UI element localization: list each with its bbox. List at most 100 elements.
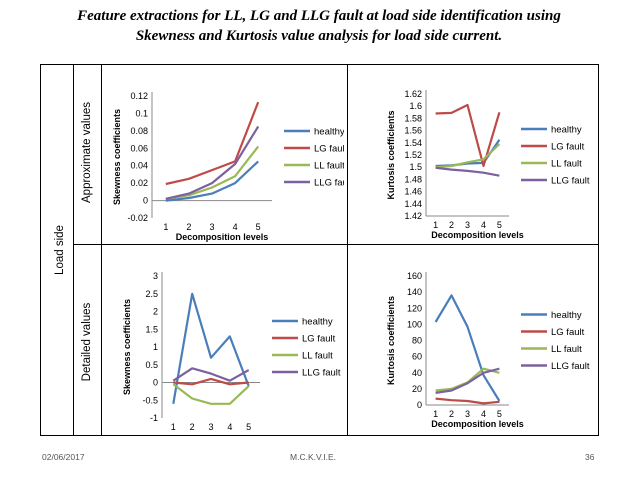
chart-detailed-kurtosis: 0 20 40 60 80 100 120 140 160 1 2 3 4 5 Decomposition … (351, 250, 595, 430)
x-tick-label: 1 (163, 222, 168, 232)
legend-label-llg-fault: LLG fault (551, 176, 590, 187)
x-tick-label: 1 (433, 220, 438, 230)
x-tick-label: 4 (481, 409, 486, 419)
y-tick-label: 80 (412, 336, 422, 346)
y-tick-label: 0.04 (130, 161, 148, 171)
row-label-detailed: Detailed values (81, 302, 93, 382)
y-tick-label: 1.48 (404, 174, 422, 184)
legend-label-llg-fault: LLG fault (314, 178, 344, 189)
legend-label-lg-fault: LG fault (302, 334, 336, 345)
y-tick-label: 140 (407, 287, 422, 297)
legend-label-healthy: healthy (551, 125, 582, 136)
y-tick-label: 160 (407, 271, 422, 281)
y-axis-title: Skewness coefficients (122, 299, 132, 395)
title-line-1: Feature extractions for LL, LG and LLG f… (77, 8, 561, 24)
footer-date: 02/06/2017 (42, 452, 85, 462)
y-tick-label: 100 (407, 319, 422, 329)
series-line-ll-fault (165, 145, 260, 200)
y-tick-label: 1.6 (409, 101, 422, 111)
divider-center (347, 64, 348, 436)
y-tick-label: 1.62 (404, 89, 422, 99)
legend-label-ll-fault: LL fault (314, 161, 344, 172)
x-tick-label: 5 (497, 409, 502, 419)
y-tick-label: 0.5 (145, 360, 158, 370)
series-line-healthy (165, 160, 259, 202)
y-tick-label: 0.12 (130, 91, 148, 101)
y-tick-label: 1.44 (404, 199, 422, 209)
chart-approx-kurtosis: 1.42 1.44 1.46 1.48 1.5 1.52 1.54 1.56 1.58 1.6 1.… (351, 68, 595, 242)
chart-approx-skewness: -0.02 0 0.02 0.04 0.06 0.08 0.1 0.12 1 2 3 4 5 Decomp… (104, 68, 344, 242)
series-line-llg-fault (165, 125, 260, 200)
x-tick-label: 5 (497, 220, 502, 230)
x-tick-label: 1 (171, 422, 176, 430)
y-tick-label: 1.56 (404, 126, 422, 136)
y-tick-label: 0.1 (135, 108, 148, 118)
title-line-2: Skewness and Kurtosis value analysis for… (135, 28, 503, 44)
y-axis-title: Kurtosis coefficients (386, 110, 396, 199)
y-tick-label: -1 (150, 413, 158, 423)
side-label: Load side (54, 225, 66, 275)
x-tick-label: 2 (449, 220, 454, 230)
y-tick-label: 120 (407, 303, 422, 313)
x-tick-label: 1 (433, 409, 438, 419)
series-line-ll-fault (172, 383, 250, 405)
chart-svg: 1.42 1.44 1.46 1.48 1.5 1.52 1.54 1.56 1.58 1.6 1.… (386, 89, 590, 240)
x-axis-title: Decomposition levels (176, 232, 269, 242)
y-tick-label: 0.02 (130, 178, 148, 188)
y-tick-label: 0 (153, 378, 158, 388)
y-tick-label: 0.06 (130, 143, 148, 153)
x-tick-label: 2 (190, 422, 195, 430)
x-tick-label: 5 (256, 222, 261, 232)
y-tick-label: 40 (412, 368, 422, 378)
y-tick-label: 20 (412, 384, 422, 394)
chart-detailed-skewness: -1-0.500.511.522.5312345Decomposition le… (104, 250, 344, 430)
y-tick-label: 1.52 (404, 150, 422, 160)
series-line-lg-fault (435, 103, 501, 168)
slide-title: Feature extractions for LL, LG and LLG f… (0, 6, 638, 46)
y-tick-label: 0.08 (130, 126, 148, 136)
legend-label-healthy: healthy (314, 127, 344, 138)
series-line-lg-fault (173, 377, 249, 386)
x-tick-label: 4 (481, 220, 486, 230)
y-axis-title: Kurtosis coefficients (386, 296, 396, 385)
x-tick-label: 2 (186, 222, 191, 232)
divider-row-label-col (101, 64, 102, 436)
series-line-lg-fault (165, 101, 260, 186)
y-tick-label: 2 (153, 307, 158, 317)
y-tick-label: 0 (143, 196, 148, 206)
legend-label-ll-fault: LL fault (302, 351, 333, 362)
x-tick-label: 2 (449, 409, 454, 419)
series-line-llg-fault (435, 367, 500, 394)
y-tick-label: -0.5 (142, 395, 158, 405)
chart-svg: 0 20 40 60 80 100 120 140 160 1 2 3 4 5Decomposition … (386, 271, 590, 429)
legend-label-llg-fault: LLG fault (302, 368, 341, 379)
legend-label-lg-fault: LG fault (314, 144, 344, 155)
y-tick-label: 1.58 (404, 113, 422, 123)
series-line-healthy (434, 294, 501, 402)
legend-label-lg-fault: LG fault (551, 327, 585, 338)
row-label-approximate: Approximate values (81, 102, 93, 203)
y-tick-label: -0.02 (127, 213, 148, 223)
x-tick-label: 3 (208, 422, 213, 430)
x-axis-title: Decomposition levels (431, 230, 524, 240)
y-tick-label: 60 (412, 352, 422, 362)
legend-label-healthy: healthy (302, 317, 333, 328)
footer-center: M.C.K.V.I.E. (290, 452, 336, 462)
x-tick-label: 4 (227, 422, 232, 430)
y-tick-label: 1.5 (409, 162, 422, 172)
x-tick-label: 4 (233, 222, 238, 232)
y-tick-label: 2.5 (145, 289, 158, 299)
legend-label-healthy: healthy (551, 310, 582, 321)
series-line-llg-fault (435, 166, 500, 177)
chart-svg: -0.02 0 0.02 0.04 0.06 0.08 0.1 0.12 1 2 3 4 5Decomp… (112, 91, 344, 242)
divider-middle-row (73, 244, 599, 245)
y-tick-label: 0 (417, 400, 422, 410)
legend-label-lg-fault: LG fault (551, 142, 585, 153)
y-tick-label: 1.42 (404, 211, 422, 221)
footer-page-number: 36 (585, 452, 595, 462)
legend-label-ll-fault: LL fault (551, 344, 582, 355)
y-tick-label: 3 (153, 271, 158, 281)
y-tick-label: 1.46 (404, 187, 422, 197)
series-line-lg-fault (435, 397, 500, 405)
series-line-ll-fault (435, 143, 501, 169)
